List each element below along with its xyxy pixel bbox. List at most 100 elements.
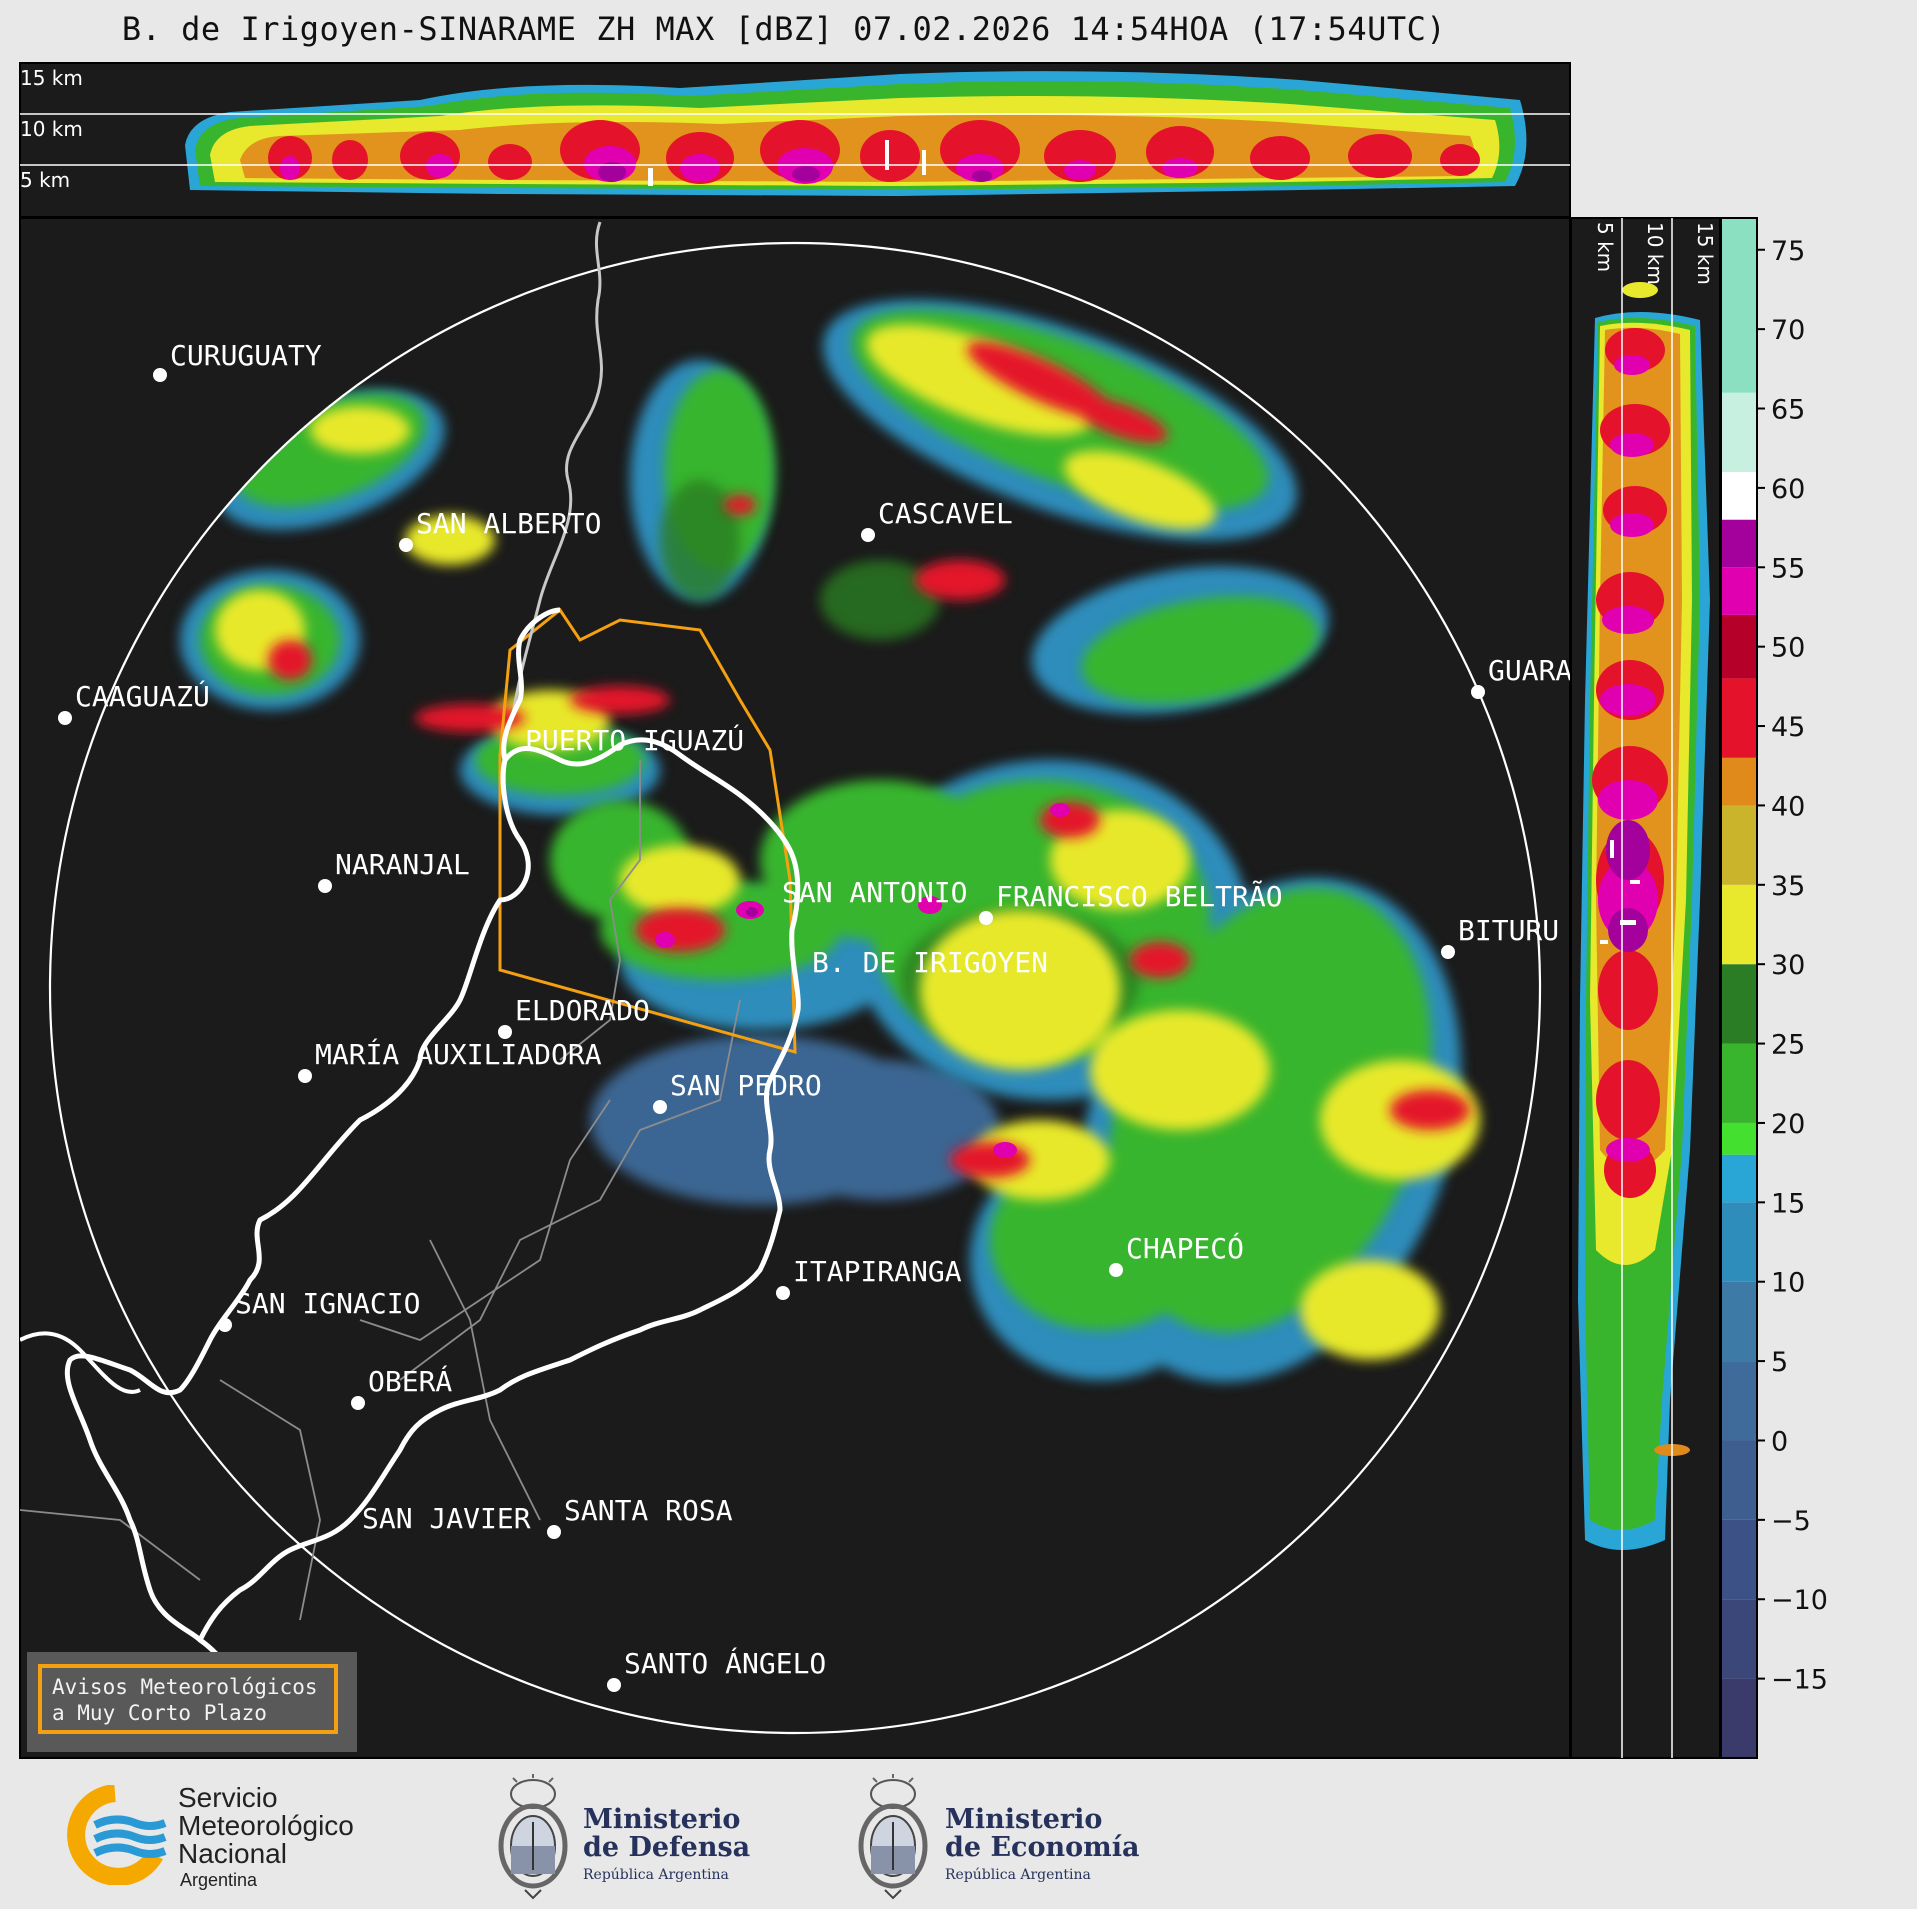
colorbar-segment bbox=[1721, 964, 1757, 1044]
city-cascavel: CASCAVEL bbox=[861, 497, 1013, 542]
city-label: CAAGUAZÚ bbox=[75, 679, 210, 713]
radar-map-panel: CURUGUATY SAN ALBERTO CASCAVEL CAAGUAZÚ … bbox=[19, 217, 1572, 1759]
city-label: CHAPECÓ bbox=[1126, 1231, 1244, 1265]
colorbar-tick-label: 65 bbox=[1771, 395, 1805, 426]
city-label: MARÍA AUXILIADORA bbox=[315, 1037, 602, 1071]
city-label: CURUGUATY bbox=[170, 339, 322, 372]
reflectivity-echo bbox=[180, 299, 1480, 1382]
colorbar-segment bbox=[1721, 392, 1757, 473]
colorbar-segment bbox=[1721, 1202, 1757, 1282]
page-title: B. de Irigoyen-SINARAME ZH MAX [dBZ] 07.… bbox=[121, 10, 1447, 48]
colorbar-segment bbox=[1721, 1361, 1757, 1441]
colorbar-segment bbox=[1721, 1154, 1757, 1203]
warning-line-2: a Muy Corto Plazo bbox=[52, 1701, 267, 1725]
defensa-country: República Argentina bbox=[583, 1867, 729, 1883]
city-san-alberto: SAN ALBERTO bbox=[399, 507, 601, 552]
city-label: SAN PEDRO bbox=[670, 1069, 822, 1102]
top-alt-label-15: 15 km bbox=[20, 66, 83, 90]
economia-line1: Ministerio bbox=[945, 1804, 1103, 1835]
city-caaguazu: CAAGUAZÚ bbox=[58, 679, 210, 725]
city-label: B. DE IRIGOYEN bbox=[812, 946, 1048, 979]
warning-box-inner[interactable]: Avisos Meteorológicos a Muy Corto Plazo bbox=[38, 1664, 338, 1734]
colorbar-segment bbox=[1721, 1440, 1757, 1520]
colorbar-tick-label: 15 bbox=[1771, 1188, 1805, 1219]
city-naranjal: NARANJAL bbox=[318, 848, 470, 893]
city-label: SAN ANTONIO bbox=[782, 876, 967, 909]
colorbar-segment bbox=[1721, 614, 1757, 679]
colorbar-segment bbox=[1721, 805, 1757, 885]
colorbar-segment bbox=[1721, 1599, 1757, 1679]
colorbar-segment bbox=[1721, 567, 1757, 615]
colorbar-tick-label: 60 bbox=[1771, 474, 1805, 505]
top-alt-label-5: 5 km bbox=[20, 168, 70, 192]
city-curuguaty: CURUGUATY bbox=[153, 339, 322, 382]
city-markers: CURUGUATY SAN ALBERTO CASCAVEL CAAGUAZÚ … bbox=[58, 339, 1572, 1692]
city-label: SAN IGNACIO bbox=[235, 1287, 420, 1320]
city-bituru: BITURU bbox=[1441, 914, 1559, 959]
colorbar-segment bbox=[1721, 884, 1757, 965]
smn-name-line2: Meteorológico bbox=[178, 1810, 354, 1841]
colorbar-tick-label: 20 bbox=[1771, 1109, 1805, 1140]
side-alt-label-15: 15 km bbox=[1693, 222, 1717, 285]
side-alt-label-5: 5 km bbox=[1593, 222, 1617, 272]
smn-country: Argentina bbox=[180, 1870, 258, 1890]
colorbar-segment bbox=[1721, 1281, 1757, 1362]
city-label: ELDORADO bbox=[515, 994, 650, 1027]
colorbar-tick-label: 55 bbox=[1771, 553, 1805, 584]
coat-of-arms-icon bbox=[858, 1774, 928, 1900]
city-label: SANTO ÁNGELO bbox=[624, 1646, 826, 1680]
colorbar-tick-label: 70 bbox=[1771, 315, 1805, 346]
city-label: SAN ALBERTO bbox=[416, 507, 601, 540]
colorbar-segment bbox=[1721, 519, 1757, 568]
city-santo-angelo: SANTO ÁNGELO bbox=[607, 1646, 826, 1692]
colorbar-segment bbox=[1721, 1519, 1757, 1600]
western-border bbox=[20, 1331, 141, 1394]
city-label: GUARA bbox=[1488, 654, 1572, 687]
colorbar-tick-label: −15 bbox=[1771, 1665, 1828, 1696]
colorbar-tick-label: 10 bbox=[1771, 1268, 1805, 1299]
colorbar-segment bbox=[1721, 218, 1757, 393]
city-itapiranga: ITAPIRANGA bbox=[776, 1255, 962, 1300]
city-label: OBERÁ bbox=[368, 1364, 452, 1398]
colorbar-tick-label: 25 bbox=[1771, 1030, 1805, 1061]
colorbar-tick-label: 75 bbox=[1771, 236, 1805, 267]
city-label: CASCAVEL bbox=[878, 497, 1013, 530]
footer: Servicio Meteorológico Nacional Argentin… bbox=[0, 1760, 1917, 1909]
colorbar-segment bbox=[1721, 1678, 1757, 1758]
country-borders bbox=[64, 607, 801, 1668]
province-outline bbox=[498, 607, 797, 1054]
colorbar-segment bbox=[1721, 757, 1757, 806]
city-chapeco: CHAPECÓ bbox=[1109, 1231, 1244, 1277]
city-label: BITURU bbox=[1458, 914, 1559, 947]
city-label: SAN JAVIER bbox=[362, 1502, 531, 1535]
colorbar-segment bbox=[1721, 1122, 1757, 1155]
colorbar-tick-label: 30 bbox=[1771, 950, 1805, 981]
city-obera: OBERÁ bbox=[351, 1364, 452, 1410]
city-puerto-iguazu: PUERTO IGUAZÚ bbox=[525, 723, 744, 757]
colorbar-tick-label: 50 bbox=[1771, 633, 1805, 664]
warning-line-1: Avisos Meteorológicos bbox=[52, 1675, 318, 1699]
city-francisco-beltrao: FRANCISCO BELTRÃO bbox=[979, 880, 1283, 925]
city-san-javier: SAN JAVIER bbox=[362, 1502, 531, 1535]
warning-box[interactable]: Avisos Meteorológicos a Muy Corto Plazo bbox=[27, 1652, 357, 1752]
colorbar-frame bbox=[1720, 217, 1758, 1759]
side-alt-label-10: 10 km bbox=[1643, 222, 1667, 285]
top-section-panel: 15 km 10 km 5 km bbox=[19, 62, 1571, 218]
colorbar-tick-label: 5 bbox=[1771, 1347, 1788, 1378]
city-san-pedro: SAN PEDRO bbox=[653, 1069, 822, 1114]
city-eldorado: ELDORADO bbox=[498, 994, 650, 1039]
city-label: ITAPIRANGA bbox=[793, 1255, 962, 1288]
city-san-antonio: SAN ANTONIO bbox=[782, 876, 967, 909]
city-b-de-irigoyen: B. DE IRIGOYEN bbox=[812, 946, 1048, 979]
colorbar-segments bbox=[1721, 218, 1757, 1758]
defensa-line1: Ministerio bbox=[583, 1804, 741, 1835]
top-alt-label-10: 10 km bbox=[20, 117, 83, 141]
city-label: NARANJAL bbox=[335, 848, 470, 881]
admin-boundaries bbox=[20, 760, 741, 1621]
colorbar-tick-label: 40 bbox=[1771, 791, 1805, 822]
colorbar-tick-label: −5 bbox=[1771, 1506, 1811, 1537]
city-label: SANTA ROSA bbox=[564, 1494, 733, 1527]
